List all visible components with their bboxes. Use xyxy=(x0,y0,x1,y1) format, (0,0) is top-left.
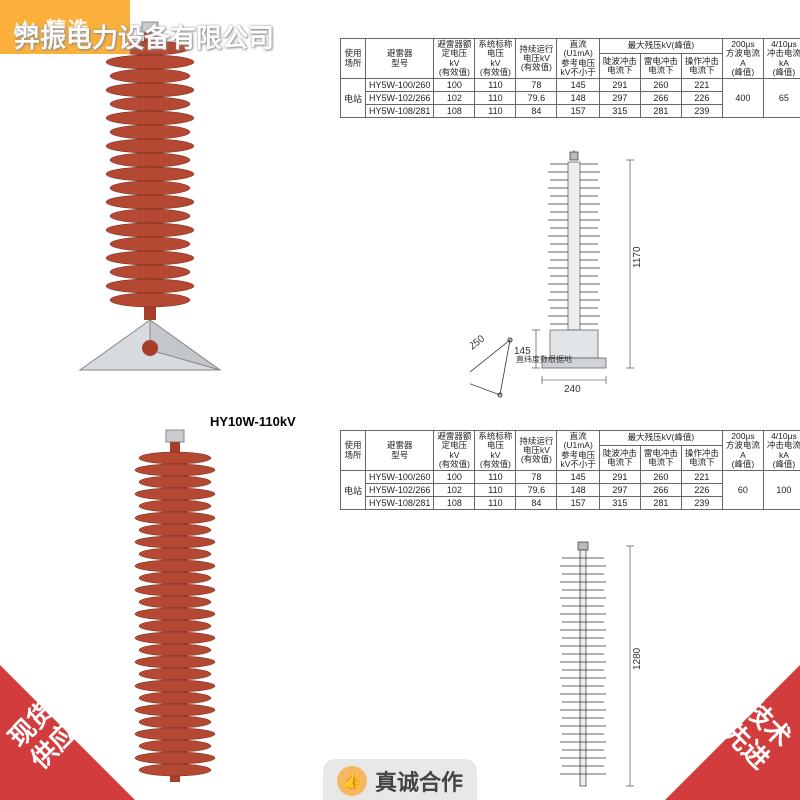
dim-height-2: 1280 xyxy=(632,647,643,670)
thumbs-up-icon: 👍 xyxy=(337,766,367,796)
table-row: 电站 HY5W-100/260100 11078 145291 260221 6… xyxy=(341,471,800,484)
dim-tri-note: 直纬度数根据地 xyxy=(516,354,572,364)
spec-table-1: 使用场所 避雷器型号 避雷器额定电压kV(有效值) 系统标称电压kV(有效值) … xyxy=(340,38,800,118)
th-resid-op: 操作冲击电流下 xyxy=(681,53,722,79)
badge-bc-text: 真诚合作 xyxy=(375,765,463,797)
section-title-2: HY10W-110kV xyxy=(210,414,296,429)
logo-text: 精选 xyxy=(46,13,90,42)
arrester-photo-left-1 xyxy=(70,20,230,380)
badge-bottom-center: 👍 真诚合作 xyxy=(323,759,477,800)
th-resid-group: 最大残压kV(峰值) xyxy=(599,39,722,54)
spec-table-2: 使用场所 避雷器型号 避雷器额定电压kV(有效值) 系统标称电压kV(有效值) … xyxy=(340,430,800,510)
crown-icon xyxy=(10,12,40,42)
th-resid-steep: 陡波冲击电流下 xyxy=(599,53,640,79)
table-row: 电站 HY5W-100/260100 11078 145291 260221 4… xyxy=(341,79,800,92)
th-cont: 持续运行电压kV(有效值) xyxy=(516,39,557,79)
th-use: 使用场所 xyxy=(341,39,366,79)
cell-category: 电站 xyxy=(341,79,366,118)
th-dc: 直流(U1mA)参考电压kV不小于 xyxy=(557,39,599,79)
th-resid-light: 雷电冲击电流下 xyxy=(640,53,681,79)
spec-sheet-upper: 1170 240 145 250 3-ø12 xyxy=(0,0,800,400)
th-rated: 避雷器额定电压kV(有效值) xyxy=(434,39,475,79)
dim-height-1: 1170 xyxy=(632,246,643,268)
th-200us: 200μs方波电流A(峰值) xyxy=(722,39,763,79)
dim-base-width: 240 xyxy=(564,384,581,395)
badge-bottom-right: 技术先进 xyxy=(665,665,800,800)
th-sys: 系统标称电压kV(有效值) xyxy=(475,39,516,79)
arrester-outline-right-2: 1280 xyxy=(500,540,680,800)
badge-bottom-left: 现货供应 xyxy=(0,665,135,800)
dim-tri-side: 250 xyxy=(470,333,487,352)
th-model: 避雷器型号 xyxy=(366,39,434,79)
arrester-outline-right-1: 1170 240 145 250 3-ø12 xyxy=(470,150,690,400)
brand-logo: 精选 xyxy=(0,0,130,54)
th-410us: 4/10μs冲击电流kA(峰值) xyxy=(763,39,800,79)
